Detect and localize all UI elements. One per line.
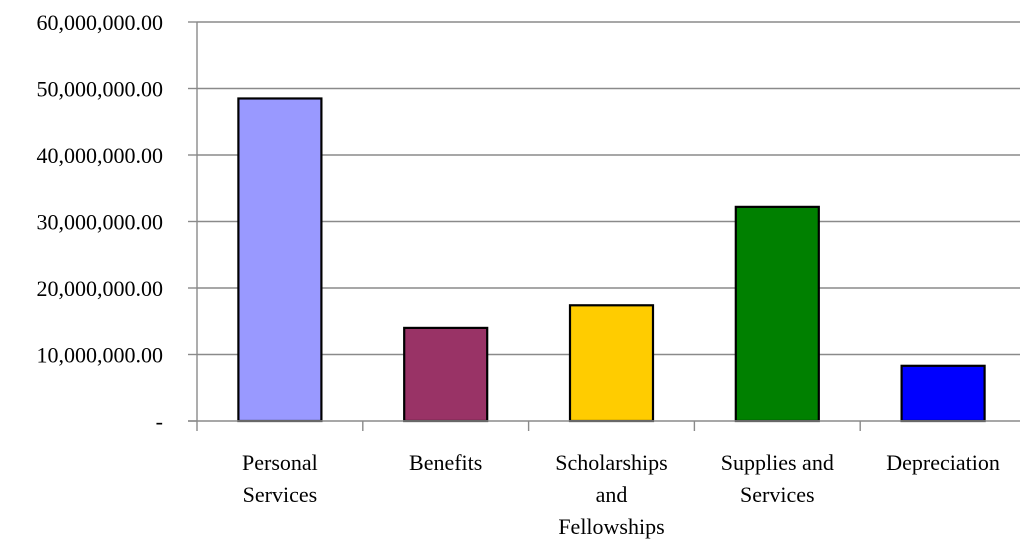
gridlines <box>197 21 1020 356</box>
x-tick-label-line: Depreciation <box>886 450 1000 475</box>
bars <box>237 97 986 423</box>
x-tick-label: Scholarships and Fellowships <box>555 450 667 539</box>
x-tick-label: Supplies and Services <box>721 450 834 507</box>
x-axis-tick-labels: Personal Services Benefits Scholarships and F… <box>242 450 1000 539</box>
axes <box>188 21 1020 431</box>
bar <box>403 326 489 423</box>
x-tick-label-line: Services <box>243 482 318 507</box>
bar <box>900 364 986 423</box>
x-tick-label-line: Benefits <box>409 450 482 475</box>
y-tick-label: 60,000,000.00 <box>37 10 164 35</box>
y-tick-label: 20,000,000.00 <box>37 276 164 301</box>
bar <box>568 304 655 423</box>
y-tick-label: 30,000,000.00 <box>37 210 164 235</box>
x-tick-label-line: Scholarships <box>555 450 667 475</box>
x-tick-label-line: Fellowships <box>558 514 664 539</box>
x-tick-label-line: Services <box>740 482 815 507</box>
x-tick-label-line: Supplies and <box>721 450 834 475</box>
x-tick-label: Benefits <box>409 450 482 475</box>
y-tick-label: 50,000,000.00 <box>37 77 164 102</box>
y-tick-label: 10,000,000.00 <box>37 343 164 368</box>
y-tick-label: 40,000,000.00 <box>37 143 164 168</box>
y-axis-tick-labels: - 10,000,000.00 20,000,000.00 30,000,000.00… <box>37 10 164 434</box>
x-tick-label-line: and <box>596 482 628 507</box>
x-tick-label: Personal Services <box>242 450 318 507</box>
bar <box>237 97 323 423</box>
y-tick-label: - <box>156 409 163 434</box>
x-tick-label-line: Personal <box>242 450 318 475</box>
x-tick-label: Depreciation <box>886 450 1000 475</box>
bar <box>734 205 820 423</box>
